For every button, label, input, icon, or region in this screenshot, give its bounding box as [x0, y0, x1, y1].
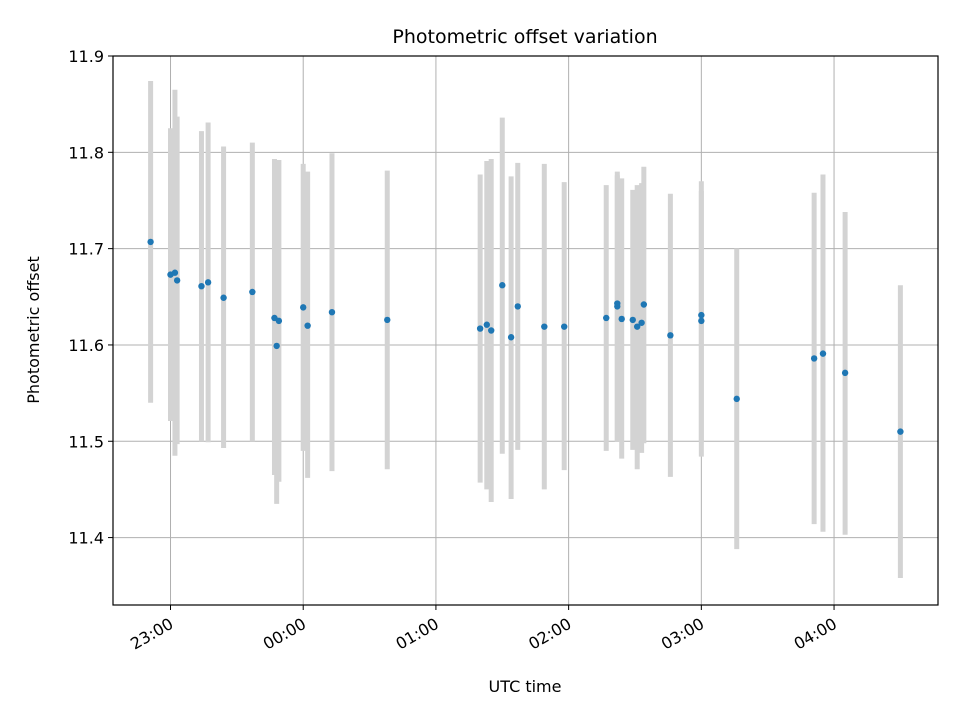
data-point — [476, 325, 484, 332]
data-point — [541, 323, 548, 330]
data-point — [300, 304, 307, 311]
data-point — [810, 355, 818, 362]
data-point — [220, 294, 227, 301]
y-tick-label: 11.4 — [68, 529, 104, 548]
data-point — [507, 334, 515, 341]
data-point — [273, 342, 280, 350]
data-point — [698, 317, 705, 325]
data-point — [638, 319, 645, 326]
data-point — [667, 332, 674, 339]
data-point — [629, 316, 636, 324]
point-layer — [147, 238, 904, 435]
data-point — [897, 428, 904, 435]
x-axis-label: UTC time — [489, 677, 562, 696]
data-point — [304, 322, 311, 329]
data-point — [561, 323, 568, 330]
data-point — [733, 395, 740, 403]
data-point — [384, 316, 391, 324]
data-point — [275, 317, 283, 325]
data-point — [618, 315, 625, 323]
data-point — [603, 314, 610, 322]
data-point — [614, 300, 621, 307]
data-point — [249, 288, 256, 296]
data-point — [488, 327, 495, 334]
data-point — [147, 238, 154, 246]
axes-frame — [112, 55, 939, 606]
data-point — [819, 350, 827, 357]
data-point — [698, 311, 705, 319]
data-point — [633, 323, 641, 330]
data-point — [514, 303, 521, 310]
y-axis-label: Photometric offset — [24, 256, 43, 404]
data-point — [483, 321, 490, 328]
data-point — [171, 269, 179, 276]
data-point — [499, 282, 506, 289]
y-axis-ticks: 11.4 11.5 11.6 11.7 11.8 11.9 — [68, 47, 113, 548]
data-point — [841, 369, 849, 377]
chart-title: Photometric offset variation — [392, 26, 657, 48]
data-point — [204, 279, 212, 286]
y-tick-label: 11.7 — [68, 240, 104, 259]
data-point — [328, 309, 336, 316]
y-tick-label: 11.9 — [68, 47, 104, 66]
y-tick-label: 11.8 — [68, 143, 104, 162]
y-tick-label: 11.6 — [68, 336, 104, 355]
data-point — [173, 277, 181, 284]
y-tick-label: 11.5 — [68, 432, 104, 451]
data-point — [640, 301, 648, 308]
data-point — [198, 282, 205, 290]
